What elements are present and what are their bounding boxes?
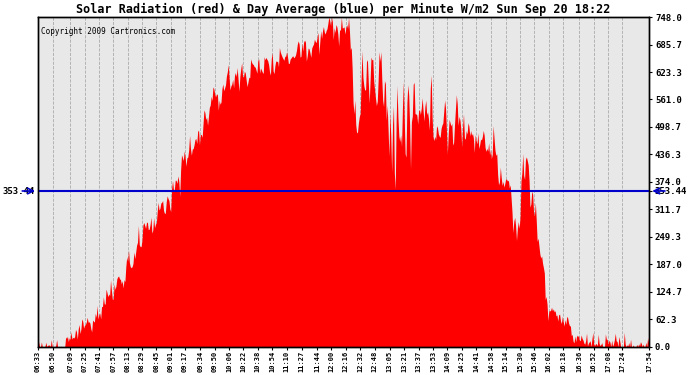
Text: Copyright 2009 Cartronics.com: Copyright 2009 Cartronics.com bbox=[41, 27, 175, 36]
Title: Solar Radiation (red) & Day Average (blue) per Minute W/m2 Sun Sep 20 18:22: Solar Radiation (red) & Day Average (blu… bbox=[77, 3, 611, 16]
